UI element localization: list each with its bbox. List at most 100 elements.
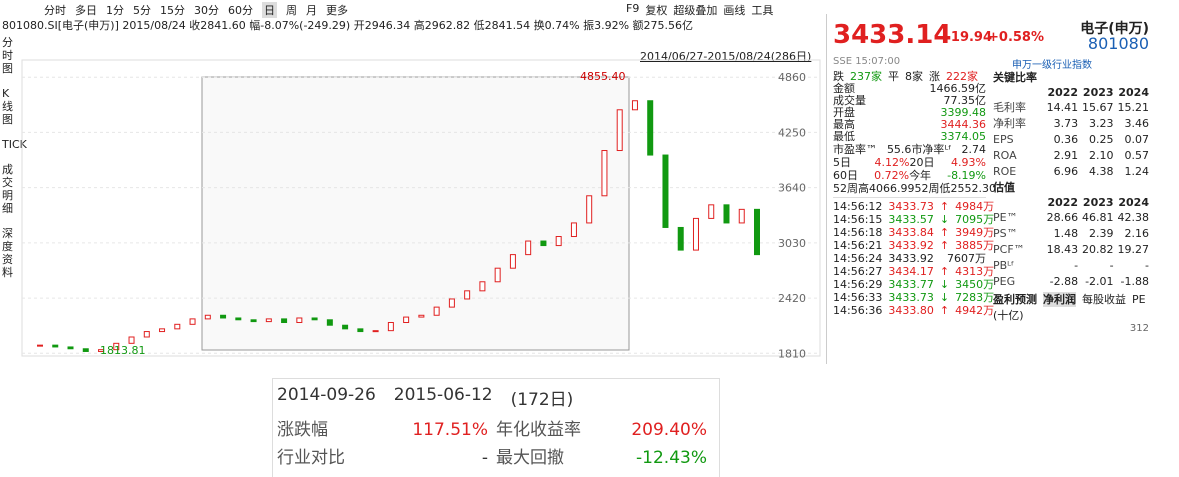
candle [98, 349, 105, 352]
ratio-label: 毛利率 [993, 101, 1026, 114]
candle [738, 208, 745, 224]
forecast-tab[interactable]: 每股收益 [1082, 293, 1126, 306]
popup-start[interactable]: 2014-09-26 [277, 385, 376, 405]
tool[interactable]: 工具 [751, 4, 774, 17]
tick-row: 14:56:27 3434.17 ↑ 4313万 [833, 265, 994, 278]
candle [540, 240, 547, 247]
candle [326, 319, 333, 326]
period-tabs: 分时 多日 1分 5分 15分 30分 60分日周月更多 [44, 2, 348, 18]
ratio-value: 14.41 [1046, 101, 1079, 114]
ratio-label: EPS [993, 133, 1014, 146]
tick-price: 3433.92 [888, 252, 934, 265]
tab[interactable]: 日 [262, 2, 277, 18]
tick-price: 3433.92 [888, 239, 934, 252]
candle [570, 222, 577, 238]
selection-box[interactable] [201, 76, 630, 351]
section-title: 估值 [993, 181, 1015, 194]
chart: 1810 2420 3030 3640 4250 4860 4855.40 1813.81 [21, 59, 821, 360]
tool[interactable]: 复权 [645, 4, 668, 17]
stat-label: 成交量 [833, 94, 866, 107]
popup-end[interactable]: 2015-06-12 [393, 385, 493, 405]
ratio-label: PBᴸᶠ [993, 259, 1015, 272]
tab[interactable]: 1分 [106, 4, 124, 17]
tick-price: 3433.57 [888, 213, 934, 226]
ratio-value: 1.48 [1053, 227, 1079, 240]
candle [601, 150, 608, 197]
tick-price: 3433.80 [888, 304, 934, 317]
tool[interactable]: 画线 [723, 4, 746, 17]
stat-label: 最低 [833, 130, 855, 143]
ratio-value: 6.96 [1053, 165, 1079, 178]
year: 2024 [1118, 86, 1149, 99]
spacer [993, 195, 1043, 210]
tick-price: 3433.73 [888, 200, 934, 213]
change-pct: +0.58% [988, 30, 1044, 45]
stat-row: 开盘 3399.48 [833, 107, 986, 119]
valuation-cell: 市盈率™ [833, 143, 877, 156]
year: 2024 [1118, 196, 1149, 209]
ratio-value: -2.01 [1085, 275, 1114, 288]
ratio-panel: 关键比率 2022 2023 2024 毛利率 14.41 15.67 15.21 净利率 3.7… [993, 70, 1149, 334]
candle [82, 348, 89, 352]
popup-value: - [481, 448, 488, 468]
valuation-cell: 0.72% [874, 169, 910, 182]
ratio-row: PEG -2.88 -2.01 -1.88 [993, 274, 1149, 290]
tab[interactable]: 60分 [228, 4, 253, 17]
ratio-label: PEG [993, 275, 1016, 288]
ratio-row: ROA 2.91 2.10 0.57 [993, 148, 1149, 164]
candle [159, 328, 166, 333]
stat-row: 金额 1466.59亿 [833, 83, 986, 95]
tool[interactable]: 超级叠加 [673, 4, 718, 17]
quote-panel: 跌 237家平 8家涨 222家 金额 1466.59亿 成交量 77.35亿 开盘 3399.4… [833, 70, 996, 317]
tab[interactable]: 多日 [75, 4, 97, 17]
side-tab[interactable]: 成交明细 [2, 163, 13, 215]
ratio-value: 19.27 [1117, 243, 1150, 256]
tick-row: 14:56:21 3433.92 ↑ 3885万 [833, 239, 994, 252]
tick-volume: 3885万 [955, 239, 995, 252]
candle [494, 267, 501, 283]
tab[interactable]: 30分 [194, 4, 219, 17]
ratio-value: 3.73 [1053, 117, 1079, 130]
tab[interactable]: 15分 [160, 4, 185, 17]
side-tab[interactable]: K线图 [2, 87, 13, 126]
tick-volume: 4942万 [955, 304, 995, 317]
forecast-tab[interactable]: PE [1132, 293, 1146, 306]
candle [692, 217, 699, 251]
ratio-value: 20.82 [1082, 243, 1114, 256]
price: 3433.14 [833, 20, 952, 50]
valuation-row: 60日 0.72% 今年 -8.19% [833, 169, 986, 182]
ratio-value: 2.16 [1124, 227, 1150, 240]
tab[interactable]: 更多 [326, 4, 348, 17]
stat-row: 成交量 77.35亿 [833, 95, 986, 107]
breadth-item: 涨 [929, 70, 940, 83]
ratio-label: PCF™ [993, 243, 1025, 256]
change: +19.94 [940, 30, 993, 45]
candle [281, 318, 288, 324]
stat-label: 金额 [833, 82, 855, 95]
ratio-row: 毛利率 14.41 15.67 15.21 [993, 100, 1149, 116]
tab[interactable]: 周 [286, 4, 297, 17]
side-tab[interactable]: 分时图 [2, 36, 13, 75]
popup-label: 年化收益率 [496, 420, 581, 440]
tool[interactable]: F9 [626, 2, 640, 15]
plot-frame [21, 59, 821, 357]
candle [37, 344, 43, 347]
popup-label: 行业对比 [277, 448, 345, 468]
tab[interactable]: 分时 [44, 4, 66, 17]
stat-value: 3374.05 [940, 130, 987, 143]
index-type[interactable]: 申万一级行业指数 [1012, 60, 1092, 71]
candle [418, 314, 425, 318]
ratio-value: 0.36 [1053, 133, 1079, 146]
forecast-tab[interactable]: 净利润 [1043, 292, 1076, 307]
tick-volume: 7283万 [955, 291, 995, 304]
tab[interactable]: 5分 [133, 4, 151, 17]
y-tick-label: 3640 [778, 182, 806, 195]
valuation-row: 52周高 4066.99 52周低 2552.30 [833, 182, 996, 195]
valuation-cell: 2552.30 [950, 182, 997, 195]
ratio-row: PS™ 1.48 2.39 2.16 [993, 226, 1149, 242]
side-tab[interactable]: 深度资料 [2, 227, 13, 279]
candle [220, 314, 227, 319]
tab[interactable]: 月 [306, 4, 317, 17]
forecast-tab[interactable]: 盈利预测 [993, 293, 1037, 306]
tick-price: 3434.17 [888, 265, 934, 278]
